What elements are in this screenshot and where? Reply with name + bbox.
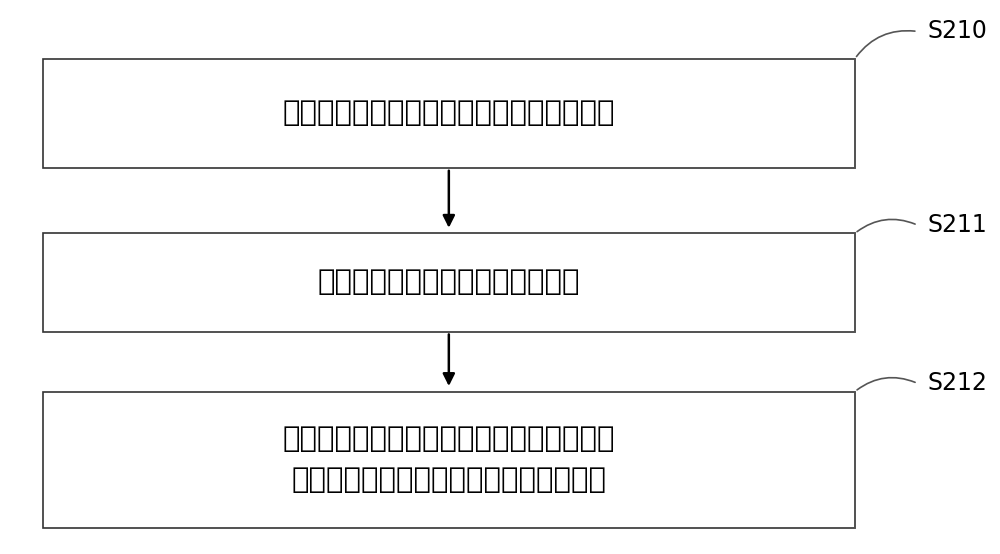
Bar <box>43 392 855 528</box>
Text: 基于人工神经网络模型预先训练出识别模型: 基于人工神经网络模型预先训练出识别模型 <box>283 99 615 127</box>
FancyArrowPatch shape <box>857 219 915 232</box>
Bar <box>43 59 855 168</box>
Text: 采集待识别样品的近红外反射光谱: 采集待识别样品的近红外反射光谱 <box>318 269 580 296</box>
Text: S210: S210 <box>927 19 987 43</box>
Text: S212: S212 <box>927 371 987 396</box>
FancyArrowPatch shape <box>857 378 915 390</box>
FancyArrowPatch shape <box>856 30 915 57</box>
Bar <box>43 233 855 331</box>
Text: 依据识别模型对待识别样品的近红外反射光
谱进行识别，得到待识别样品的识别结果: 依据识别模型对待识别样品的近红外反射光 谱进行识别，得到待识别样品的识别结果 <box>283 425 615 494</box>
Text: S211: S211 <box>927 213 987 237</box>
